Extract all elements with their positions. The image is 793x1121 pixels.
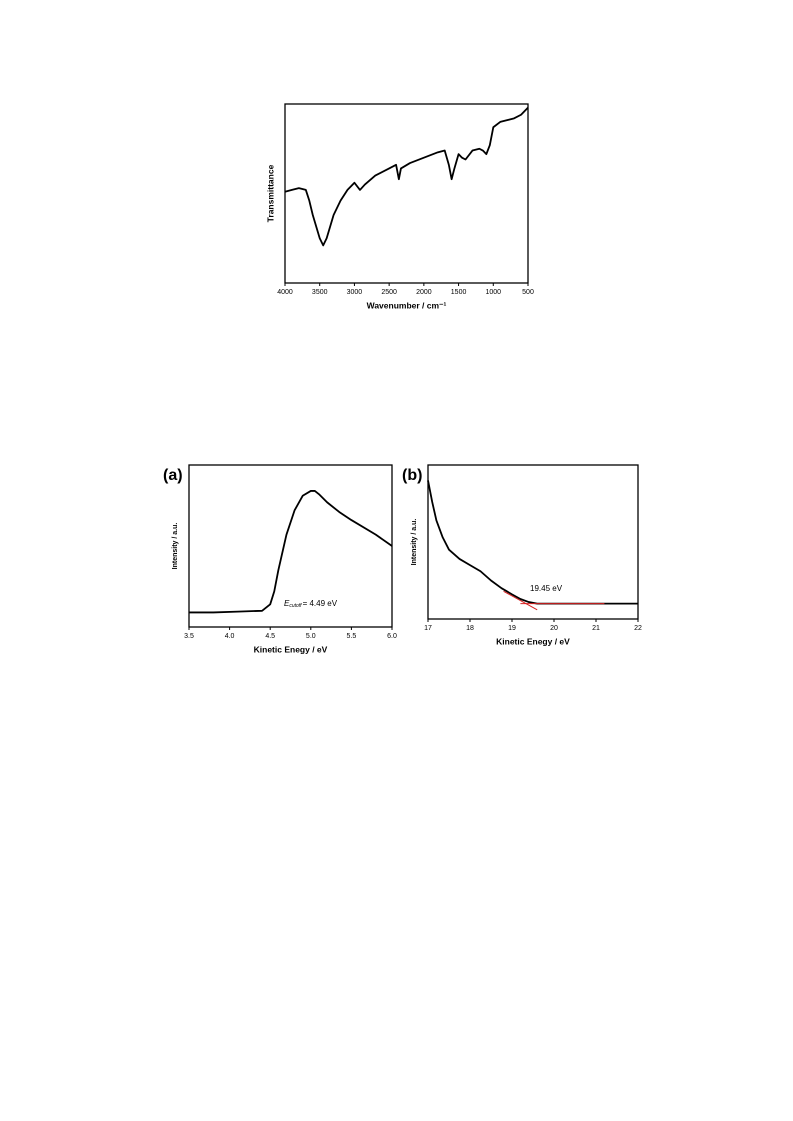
x-tick-label: 2000 — [416, 289, 432, 296]
annotation: Ecutoff= 4.49 eV — [284, 599, 338, 609]
x-tick-label: 500 — [522, 289, 534, 296]
x-tick-label: 21 — [592, 625, 600, 632]
x-tick-label: 3000 — [347, 289, 363, 296]
x-tick-label: 4.5 — [265, 633, 275, 640]
x-axis-label: Kinetic Enegy / eV — [254, 644, 328, 654]
x-tick-label: 17 — [424, 625, 432, 632]
x-tick-label: 4000 — [277, 289, 293, 296]
chart: 3.5 4.0 4.5 5.0 5.5 6.0 Kinetic Enegy / eV Inte… — [163, 464, 397, 654]
plot-frame — [284, 103, 529, 284]
x-tick-label: 20 — [550, 625, 558, 632]
x-tick-label: 6.0 — [387, 633, 397, 640]
x-tick-label: 1000 — [485, 289, 501, 296]
x-tick-label: 3.5 — [184, 633, 194, 640]
annotation-text: 19.45 eV — [530, 584, 563, 593]
x-axis-label: Kinetic Enegy / eV — [496, 636, 570, 646]
panel-label: (a) — [163, 467, 183, 484]
data-line — [189, 490, 393, 614]
annotation-subscript: cutoff — [289, 603, 302, 609]
plot-frame — [427, 464, 639, 620]
x-tick-label: 22 — [634, 625, 642, 632]
x-tick-label: 5.5 — [347, 633, 357, 640]
x-axis-label: Wavenumber / cm⁻¹ — [367, 300, 447, 310]
chart: 17 18 19 20 21 22 Kinetic Enegy / eV Intensity … — [402, 464, 642, 646]
chart: 4000 3500 3000 2500 2000 1500 1000 500 Wavenumbe… — [265, 103, 534, 310]
x-tick-label: 19 — [508, 625, 516, 632]
annotation-text: = 4.49 eV — [303, 599, 338, 608]
y-axis-label: Intensity / a.u. — [411, 519, 418, 566]
x-tick-label: 1500 — [451, 289, 467, 296]
annotation: 19.45 eV — [530, 584, 563, 593]
x-tick-label: 2500 — [381, 289, 397, 296]
x-tick-label: 4.0 — [225, 633, 235, 640]
data-line — [284, 106, 529, 247]
panel-label: (b) — [402, 467, 422, 484]
y-axis-label: Intensity / a.u. — [172, 523, 179, 570]
x-tick-label: 3500 — [312, 289, 328, 296]
data-line — [503, 590, 538, 611]
annotation-symbol: E — [284, 599, 290, 608]
x-tick-label: 18 — [466, 625, 474, 632]
y-axis-label: Transmittance — [265, 164, 275, 222]
x-tick-label: 5.0 — [306, 633, 316, 640]
